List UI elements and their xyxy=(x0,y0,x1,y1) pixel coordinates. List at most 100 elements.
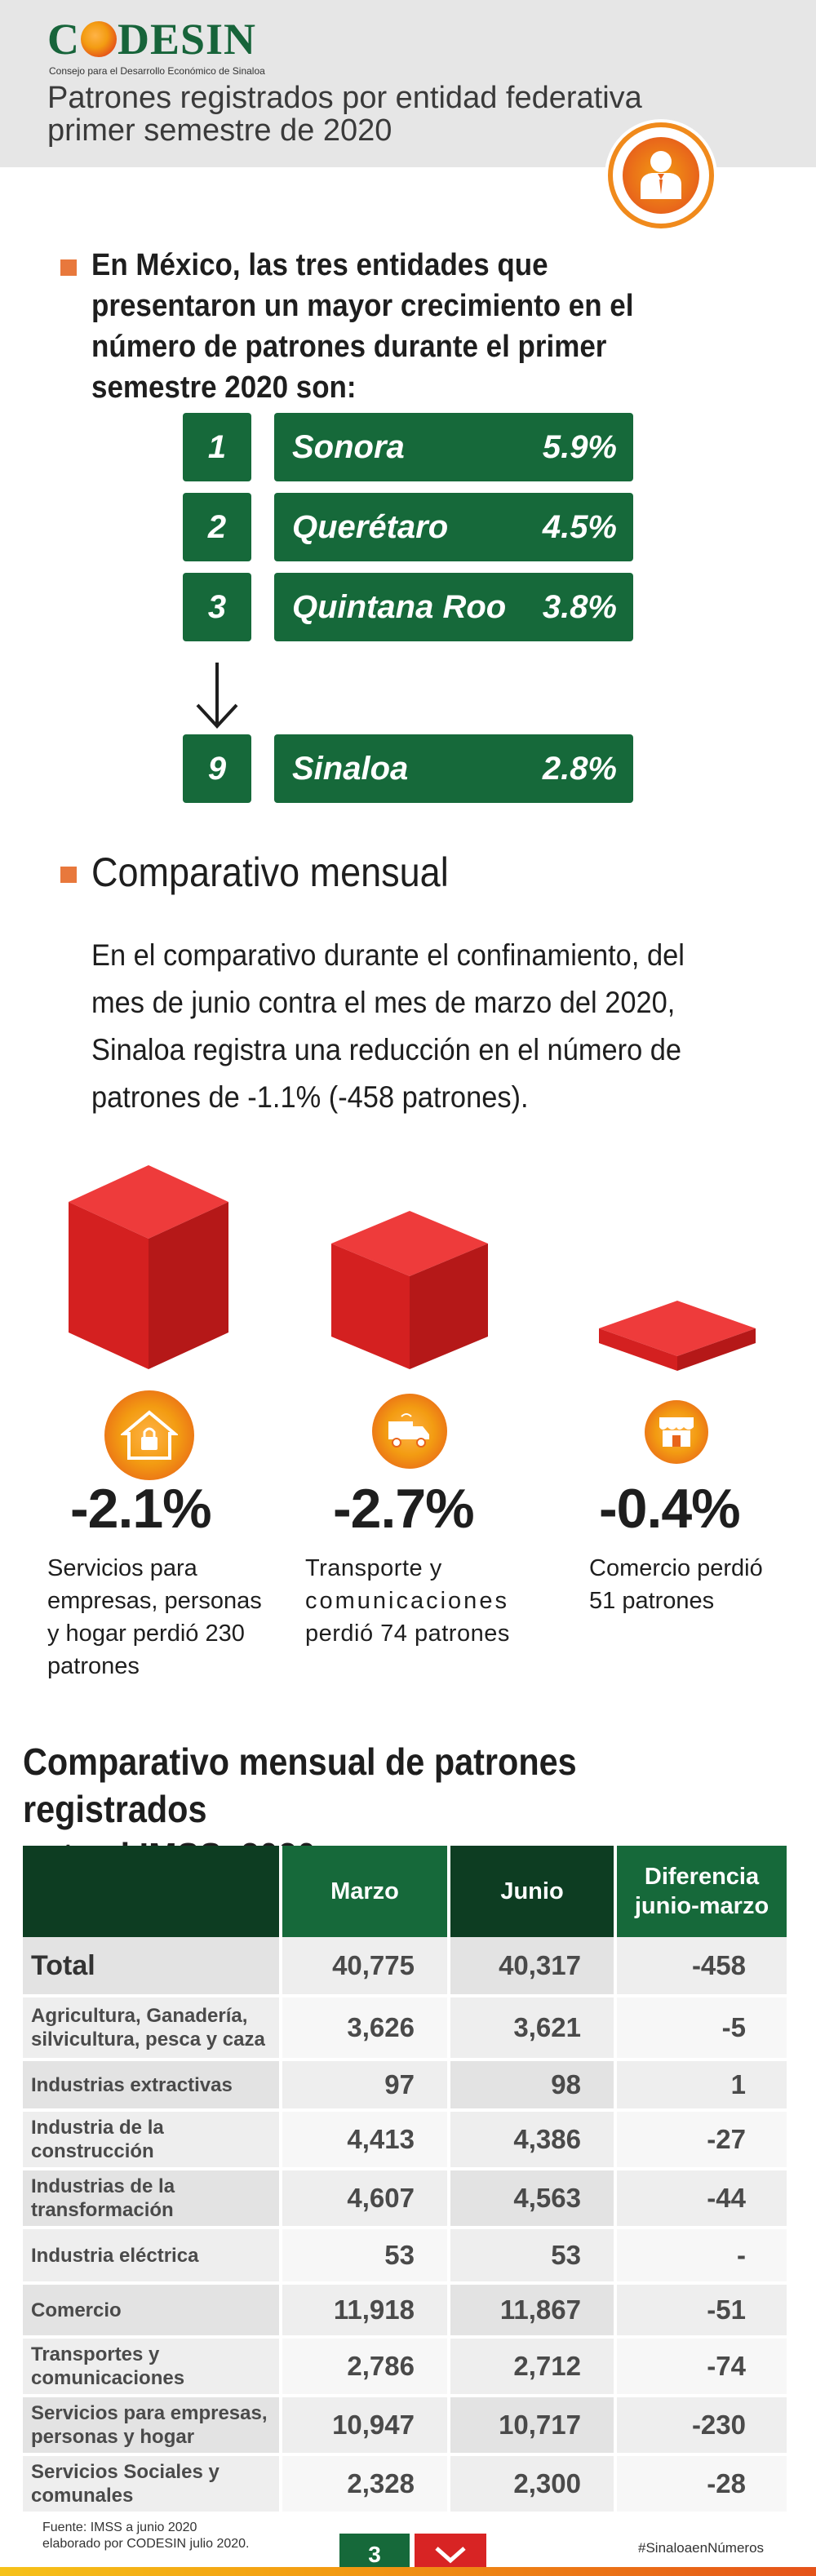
table-row: Servicios Sociales y comunales 2,328 2,300… xyxy=(23,2454,787,2515)
state-name: Sinaloa xyxy=(292,750,409,787)
comparativo-title: Comparativo mensual xyxy=(91,849,449,895)
table-row: Servicios para empresas, personas y hoga… xyxy=(23,2396,787,2456)
row-marzo: 3,626 xyxy=(279,1996,449,2061)
row-junio: 4,386 xyxy=(447,2110,615,2170)
patrones-table: Marzo Junio Diferencia junio-marzo Total… xyxy=(23,1846,787,2515)
rank-2: 2 xyxy=(183,493,251,561)
row-diferencia: -44 xyxy=(614,2169,787,2229)
row-label: Transportes y comunicaciones xyxy=(23,2337,281,2397)
row-diferencia: -51 xyxy=(614,2283,787,2339)
sector-desc-servicios: Servicios para empresas, personas y hoga… xyxy=(47,1555,262,1679)
row-marzo: 4,413 xyxy=(279,2110,449,2170)
row-marzo: 2,786 xyxy=(279,2337,449,2397)
table-header-diferencia: Diferencia junio-marzo xyxy=(614,1846,787,1937)
table-header-empty xyxy=(23,1846,281,1937)
row-marzo: 40,775 xyxy=(279,1937,449,1997)
table-header-row: Marzo Junio Diferencia junio-marzo xyxy=(23,1846,787,1937)
row-label: Industria eléctrica xyxy=(23,2228,281,2285)
row-junio: 53 xyxy=(447,2228,615,2285)
row-label: Industrias extractivas xyxy=(23,2059,281,2112)
row-junio: 10,717 xyxy=(447,2396,615,2456)
row-marzo: 11,918 xyxy=(279,2283,449,2339)
row-marzo: 53 xyxy=(279,2228,449,2285)
cube-medium xyxy=(331,1211,488,1369)
storefront-icon xyxy=(645,1400,708,1464)
row-label: Servicios para empresas, personas y hoga… xyxy=(23,2396,281,2456)
house-lock-icon xyxy=(104,1390,194,1480)
state-row-1: Sonora 5.9% xyxy=(274,413,633,481)
businessman-icon xyxy=(641,151,681,199)
row-diferencia: -230 xyxy=(614,2396,787,2456)
state-name: Querétaro xyxy=(292,508,449,545)
row-label: Agricultura, Ganadería, silvicultura, pe… xyxy=(23,1996,281,2061)
logo-sun-icon xyxy=(81,21,117,57)
row-diferencia: 1 xyxy=(614,2059,787,2112)
state-value: 4.5% xyxy=(542,508,617,545)
hashtag: #SinaloaenNúmeros xyxy=(638,2540,765,2556)
state-row-2: Querétaro 4.5% xyxy=(274,493,633,561)
row-marzo: 10,947 xyxy=(279,2396,449,2456)
header: C DESIN Consejo para el Desarrollo Económ… xyxy=(0,0,816,167)
state-name: Quintana Roo xyxy=(292,588,507,625)
row-diferencia: -27 xyxy=(614,2110,787,2170)
table-header-marzo: Marzo xyxy=(279,1846,449,1937)
table-row: Industria de la construcción 4,413 4,386 -2… xyxy=(23,2110,787,2170)
cube-small xyxy=(599,1301,756,1371)
sector-desc-comercio: Comercio perdió 51 patrones xyxy=(589,1555,763,1614)
codesin-logo: C DESIN xyxy=(47,15,257,64)
businessman-badge xyxy=(608,122,714,228)
state-name: Sonora xyxy=(292,428,405,465)
page-title-line2: primer semestre de 2020 xyxy=(47,113,392,148)
table-row: Industria eléctrica 53 53- xyxy=(23,2228,787,2285)
arrow-down-icon xyxy=(196,663,238,729)
rank-3: 3 xyxy=(183,573,251,641)
delivery-truck-icon xyxy=(372,1394,447,1469)
state-value: 2.8% xyxy=(542,750,617,787)
rank-9: 9 xyxy=(183,734,251,803)
state-value: 3.8% xyxy=(542,588,617,625)
row-diferencia: - xyxy=(614,2228,787,2285)
source-note: Fuente: IMSS a junio 2020 elaborado por … xyxy=(42,2521,250,2551)
row-label: Industria de la construcción xyxy=(23,2110,281,2170)
rank-1: 1 xyxy=(183,413,251,481)
page-title-line1: Patrones registrados por entidad federat… xyxy=(47,81,642,115)
cube-large xyxy=(69,1165,228,1369)
row-junio: 11,867 xyxy=(447,2283,615,2339)
state-value: 5.9% xyxy=(542,428,617,465)
row-junio: 2,300 xyxy=(447,2454,615,2515)
row-diferencia: -74 xyxy=(614,2337,787,2397)
table-row-total: Total 40,775 40,317 -458 xyxy=(23,1937,787,1997)
row-junio: 4,563 xyxy=(447,2169,615,2229)
sector-pct-servicios: -2.1% xyxy=(70,1478,212,1540)
row-diferencia: -5 xyxy=(614,1996,787,2061)
sector-desc-transporte: Transporte y comunicaciones perdió 74 pa… xyxy=(305,1555,510,1647)
table-row: Comercio 11,918 11,867 -51 xyxy=(23,2283,787,2339)
row-label: Total xyxy=(23,1937,281,1997)
state-row-3: Quintana Roo 3.8% xyxy=(274,573,633,641)
table-header-junio: Junio xyxy=(447,1846,615,1937)
bottom-color-strip xyxy=(0,2567,816,2576)
table-row: Agricultura, Ganadería, silvicultura, pe… xyxy=(23,1996,787,2061)
row-label: Industrias de la transformación xyxy=(23,2169,281,2229)
intro-text: En México, las tres entidades que presen… xyxy=(91,248,634,405)
row-diferencia: -458 xyxy=(614,1937,787,1997)
row-junio: 98 xyxy=(447,2059,615,2112)
row-diferencia: -28 xyxy=(614,2454,787,2515)
row-marzo: 4,607 xyxy=(279,2169,449,2229)
table-row: Transportes y comunicaciones 2,786 2,712 -7… xyxy=(23,2337,787,2397)
state-row-9: Sinaloa 2.8% xyxy=(274,734,633,803)
row-junio: 40,317 xyxy=(447,1937,615,1997)
row-junio: 2,712 xyxy=(447,2337,615,2397)
sector-pct-transporte: -2.7% xyxy=(333,1478,475,1540)
row-marzo: 2,328 xyxy=(279,2454,449,2515)
row-marzo: 97 xyxy=(279,2059,449,2112)
logo-subtitle: Consejo para el Desarrollo Económico de … xyxy=(49,65,265,77)
table-row: Industrias de la transformación 4,607 4,56… xyxy=(23,2169,787,2229)
bullet-intro xyxy=(60,259,77,276)
row-label: Comercio xyxy=(23,2283,281,2339)
sector-pct-comercio: -0.4% xyxy=(599,1478,741,1540)
row-label: Servicios Sociales y comunales xyxy=(23,2454,281,2515)
row-junio: 3,621 xyxy=(447,1996,615,2061)
comparativo-text: En el comparativo durante el confinamien… xyxy=(91,938,685,1114)
table-row: Industrias extractivas 97 98 1 xyxy=(23,2059,787,2112)
